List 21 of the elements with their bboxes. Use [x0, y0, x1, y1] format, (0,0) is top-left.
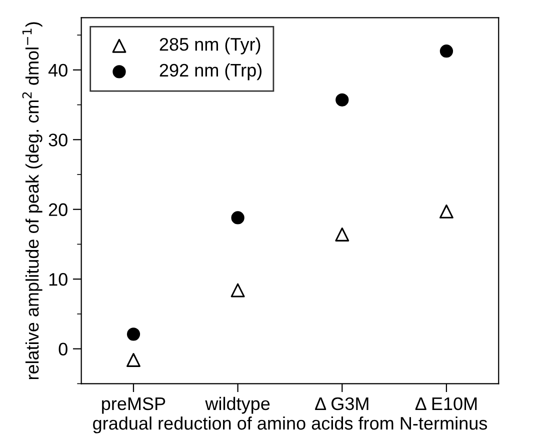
point	[440, 44, 454, 58]
x-tick-label: Δ G3M	[315, 397, 368, 410]
x-tick-label: wildtype	[205, 396, 270, 414]
point	[126, 352, 140, 367]
point	[230, 283, 245, 298]
y-tick-label: 0	[58, 342, 68, 356]
legend-label: 292 nm (Trp)	[160, 63, 262, 80]
point	[231, 211, 244, 224]
x-tick-label: preMSP	[102, 397, 166, 414]
y-tick-label: 30	[48, 134, 68, 146]
x-axis-title: gradual reduction of amino acids from N-terminus	[93, 416, 488, 434]
y-tick-label: 20	[48, 203, 68, 216]
point	[439, 204, 454, 218]
point	[336, 93, 349, 106]
point	[335, 227, 350, 242]
y-tick-label: 10	[49, 273, 68, 286]
point	[126, 328, 140, 341]
legend-label: 285 nm (Tyr)	[160, 38, 260, 54]
y-axis-title: relative amplitude of peak (deg. cm$^{2}$ dmol$^{−1}$)	[22, 22, 42, 380]
y-tick-label: 40	[48, 64, 68, 77]
x-tick-label: Δ E10M	[415, 397, 477, 410]
